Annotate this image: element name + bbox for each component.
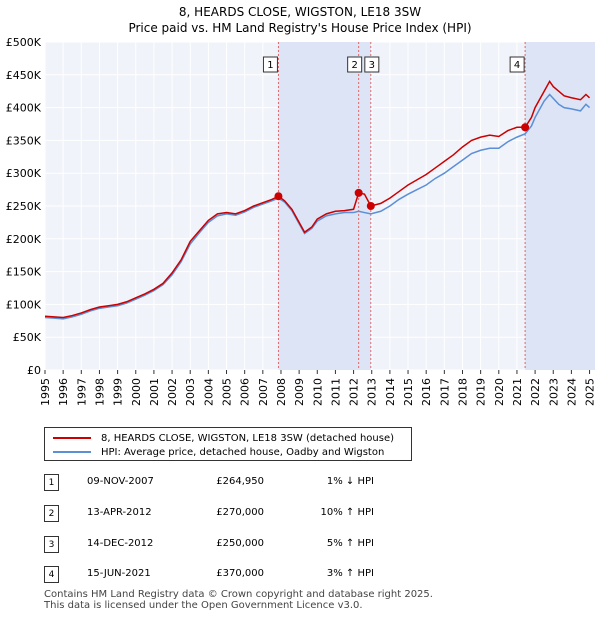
y-tick-label: £150K (6, 266, 42, 279)
transaction-label: 4 (514, 60, 520, 71)
x-tick-label: 2005 (221, 378, 234, 406)
transaction-price: £264,950 (216, 476, 264, 487)
transaction-label-box (509, 56, 525, 73)
footer-notice: Contains HM Land Registry data © Crown c… (44, 589, 433, 611)
x-tick-label: 2021 (511, 378, 524, 406)
transaction-number: 2 (44, 505, 59, 522)
x-tick-label: 2022 (529, 378, 542, 406)
x-tick-label: 2002 (166, 378, 179, 406)
transaction-date: 14-DEC-2012 (87, 538, 154, 549)
x-tick-label: 1997 (75, 378, 88, 406)
x-tick-label: 2011 (329, 378, 342, 406)
transaction-date: 15-JUN-2021 (87, 568, 151, 579)
legend-item-property: 8, HEARDS CLOSE, WIGSTON, LE18 3SW (deta… (53, 431, 394, 445)
x-tick-label: 2013 (366, 378, 379, 406)
transaction-hpi: 1% ↓ HPI (326, 476, 374, 487)
transaction-price: £370,000 (216, 568, 264, 579)
legend: 8, HEARDS CLOSE, WIGSTON, LE18 3SW (deta… (44, 427, 412, 461)
x-tick-label: 2016 (420, 378, 433, 406)
transaction-number: 4 (44, 566, 59, 583)
x-tick-label: 2012 (348, 378, 361, 406)
transaction-label: 1 (267, 60, 273, 71)
x-tick-label: 2014 (384, 378, 397, 406)
footer-line-licence: This data is licensed under the Open Gov… (44, 600, 363, 611)
transaction-label-box (347, 56, 363, 73)
chart-subtitle: Price paid vs. HM Land Registry's House … (128, 21, 471, 35)
y-tick-label: £400K (6, 102, 42, 115)
transaction-point (521, 123, 530, 132)
x-tick-label: 2020 (493, 378, 506, 406)
transaction-hpi: 5% ↑ HPI (326, 538, 374, 549)
x-tick-label: 2024 (565, 378, 578, 406)
transaction-price: £250,000 (216, 538, 264, 549)
transaction-label: 2 (351, 60, 357, 71)
transaction-date: 13-APR-2012 (87, 507, 152, 518)
x-tick-label: 2006 (239, 378, 252, 406)
x-tick-label: 2015 (402, 378, 415, 406)
hpi-line (44, 93, 591, 320)
ownership-period-shade (525, 42, 595, 370)
legend-swatch-hpi (53, 451, 91, 453)
x-tick-label: 1999 (112, 378, 125, 406)
y-tick-label: £100K (6, 298, 42, 311)
y-tick-label: £350K (6, 134, 42, 147)
transaction-hpi: 10% ↑ HPI (320, 507, 374, 518)
footer-line-copyright: Contains HM Land Registry data © Crown c… (44, 589, 433, 600)
x-tick-label: 1995 (39, 378, 52, 406)
transaction-label-box (364, 56, 380, 73)
legend-label-hpi: HPI: Average price, detached house, Oadb… (101, 446, 385, 458)
legend-swatch-property (53, 437, 91, 439)
x-tick-label: 2017 (438, 378, 451, 406)
transaction-number: 3 (44, 536, 59, 553)
x-tick-label: 2018 (456, 378, 469, 406)
transaction-date: 09-NOV-2007 (87, 476, 154, 487)
x-tick-label: 2008 (275, 378, 288, 406)
x-tick-label: 1998 (93, 378, 106, 406)
x-tick-label: 2000 (130, 378, 143, 406)
transaction-price: £270,000 (216, 507, 264, 518)
chart-title: 8, HEARDS CLOSE, WIGSTON, LE18 3SW (179, 5, 421, 19)
transaction-point (274, 192, 283, 201)
transaction-point (366, 202, 375, 210)
x-tick-label: 2010 (311, 378, 324, 406)
x-tick-label: 1996 (57, 378, 70, 406)
x-tick-label: 2009 (293, 378, 306, 406)
transaction-point (354, 188, 363, 197)
transaction-label: 3 (369, 60, 375, 71)
legend-item-hpi: HPI: Average price, detached house, Oadb… (53, 445, 384, 459)
y-tick-label: £300K (6, 167, 42, 180)
y-tick-label: £250K (6, 200, 42, 213)
x-tick-label: 2025 (584, 378, 597, 406)
x-tick-label: 2019 (475, 378, 488, 406)
legend-label-property: 8, HEARDS CLOSE, WIGSTON, LE18 3SW (deta… (101, 432, 395, 444)
x-tick-label: 2001 (148, 378, 161, 406)
transaction-label-box (262, 56, 278, 73)
price-chart: 8, HEARDS CLOSE, WIGSTON, LE18 3SW Price… (6, 5, 597, 406)
y-tick-label: £50K (13, 331, 42, 344)
x-tick-label: 2003 (184, 378, 197, 406)
transaction-number: 1 (44, 474, 59, 491)
y-tick-label: £0 (27, 364, 41, 377)
y-tick-label: £200K (6, 233, 42, 246)
x-tick-label: 2007 (257, 378, 270, 406)
y-tick-label: £450K (6, 69, 42, 82)
ownership-period-shade (278, 42, 371, 370)
y-tick-label: £500K (6, 36, 42, 49)
x-tick-label: 2004 (202, 378, 215, 406)
x-tick-label: 2023 (547, 378, 560, 406)
transaction-hpi: 3% ↑ HPI (326, 568, 374, 579)
